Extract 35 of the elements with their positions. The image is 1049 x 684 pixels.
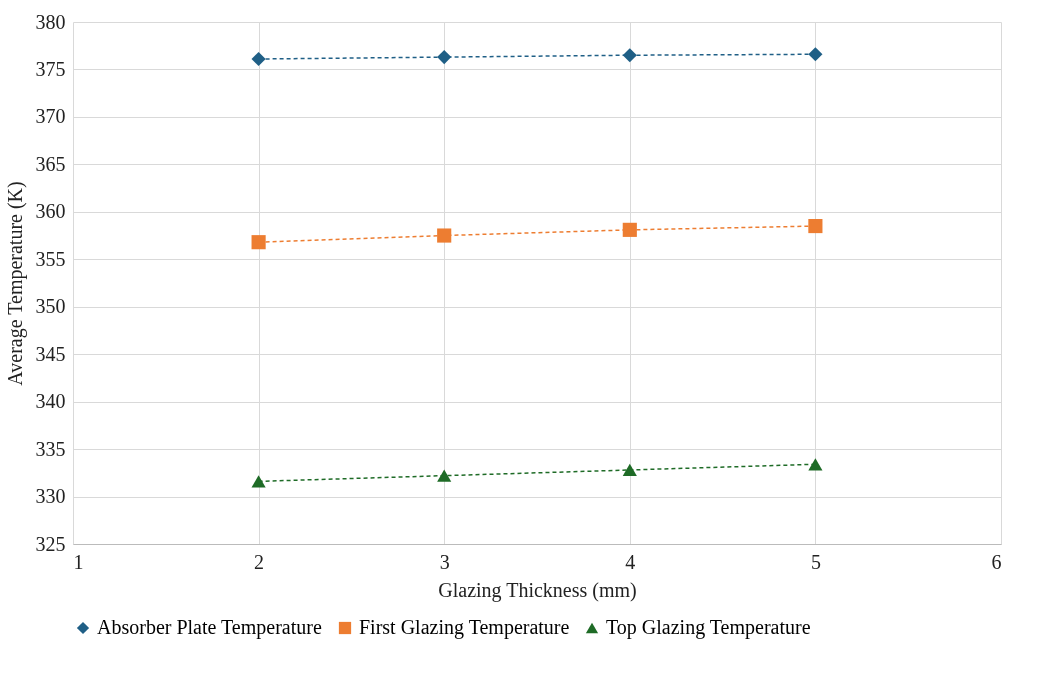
y-tick-label: 350 [35,295,66,318]
point [808,218,823,234]
x-tick-label: 4 [625,550,636,573]
y-tick-label: 360 [35,200,66,223]
y-tick-label: 335 [35,437,66,460]
point [622,48,637,63]
point [251,51,266,67]
y-tick-label: 345 [35,342,66,365]
y-tick-label: 380 [35,10,66,33]
point [808,47,823,62]
legend-label: First Glazing Temperature [359,616,570,639]
legend-label: Absorber Plate Temperature [97,616,322,639]
x-tick-label: 5 [810,550,821,573]
x-tick-label: 2 [254,550,265,573]
x-tick-label: 1 [73,550,84,573]
point [251,475,266,488]
y-tick-label: 370 [35,105,66,128]
point [437,469,452,482]
point [437,50,452,65]
legend-label: Top Glazing Temperature [606,616,811,639]
y-tick-label: 355 [35,247,66,270]
point [437,228,452,243]
x-tick-label: 3 [439,550,450,573]
point [808,458,823,471]
y-tick-label: 325 [35,532,66,555]
y-axis-title: Average Temperature (K) [3,181,27,386]
y-tick-label: 330 [35,485,66,508]
y-tick-label: 365 [35,152,66,175]
x-tick-label: 6 [991,550,1002,573]
point [622,222,637,237]
point [251,235,266,250]
x-axis-title: Glazing Thickness (mm) [438,578,637,602]
y-tick-label: 375 [35,57,66,80]
y-tick-label: 340 [35,390,66,413]
point [622,463,637,477]
